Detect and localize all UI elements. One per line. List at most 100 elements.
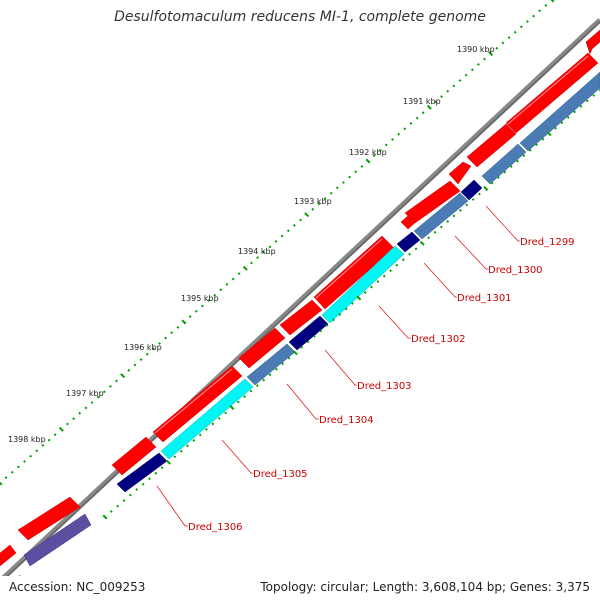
gene-label[interactable]: Dred_1306 [188, 522, 243, 533]
gene-feature[interactable] [460, 179, 483, 201]
tick-mark [579, 104, 583, 108]
tick-mark [4, 476, 8, 480]
tick-mark [133, 363, 137, 367]
tick-mark [317, 202, 321, 206]
gene-feature[interactable] [0, 544, 17, 567]
tick-mark [268, 373, 272, 377]
gene-label[interactable]: Dred_1303 [357, 381, 412, 392]
tick-mark [419, 240, 425, 246]
tick-mark [72, 417, 76, 421]
gene-feature[interactable] [23, 513, 92, 567]
gene-feature[interactable] [288, 315, 329, 351]
gene-feature[interactable] [466, 123, 517, 168]
tick-mark [198, 433, 202, 437]
tick-mark [471, 198, 475, 201]
tick-mark [408, 252, 412, 256]
tick-mark [354, 170, 358, 174]
tick-mark [452, 84, 456, 88]
gene-feature[interactable] [279, 299, 323, 336]
gene-feature[interactable] [396, 231, 421, 253]
tick-mark [488, 51, 494, 57]
tick-mark [427, 236, 431, 240]
tick-mark [47, 438, 51, 442]
tick-mark [115, 379, 118, 383]
tick-mark [41, 443, 45, 447]
tick-mark [194, 309, 198, 313]
genome-backbone [0, 18, 600, 583]
gene-label[interactable]: Dred_1301 [457, 293, 512, 304]
tick-mark [102, 390, 106, 394]
tick-mark [426, 104, 432, 110]
tick-mark [344, 307, 348, 311]
forward-strand-track [0, 29, 600, 567]
gene-feature[interactable] [481, 143, 527, 185]
gene-feature[interactable] [519, 71, 600, 152]
kbp-tick-label: 1395 kbp [181, 294, 219, 303]
tick-mark [549, 0, 555, 3]
tick-mark [312, 334, 316, 338]
tick-mark [439, 225, 443, 229]
kbp-tick-label: 1394 kbp [238, 247, 276, 256]
gene-feature[interactable] [413, 192, 469, 240]
gene-labels: Dred_1299 Dred_1300 Dred_1301 Dred_1302 … [188, 237, 575, 533]
tick-mark [483, 57, 486, 61]
tick-mark [519, 25, 523, 29]
gene-feature[interactable] [321, 245, 405, 324]
gene-label[interactable]: Dred_1304 [319, 415, 374, 426]
tick-mark [516, 159, 519, 163]
tick-mark [526, 20, 529, 23]
tick-mark [446, 89, 450, 93]
tick-mark [370, 285, 373, 289]
tick-mark [200, 304, 204, 308]
tick-mark [329, 191, 333, 195]
gene-feature[interactable] [160, 378, 254, 460]
gene-label[interactable]: Dred_1300 [488, 265, 543, 276]
tick-mark [342, 181, 345, 184]
tick-mark [176, 325, 180, 329]
tick-mark [598, 88, 600, 92]
tick-mark [560, 121, 564, 125]
gene-feature[interactable] [448, 161, 472, 185]
gene-label[interactable]: Dred_1305 [253, 469, 308, 480]
gene-feature[interactable] [152, 365, 243, 443]
tick-mark [397, 132, 401, 136]
tick-mark [319, 329, 323, 333]
tick-mark [280, 234, 284, 238]
tick-mark [29, 454, 33, 458]
gene-feature[interactable] [111, 436, 157, 476]
tick-mark [237, 272, 241, 276]
kbp-tick-label: 1396 kbp [124, 343, 162, 352]
gene-label[interactable]: Dred_1302 [411, 334, 466, 345]
tick-mark [179, 449, 183, 453]
tick-mark [236, 400, 240, 404]
genome-backbone-shadow [0, 21, 600, 584]
tick-mark [170, 331, 174, 335]
tick-mark [292, 223, 296, 227]
tick-mark [365, 158, 371, 164]
tick-mark [53, 433, 57, 437]
tick-mark [458, 79, 462, 82]
gene-feature[interactable] [238, 327, 286, 369]
tick-mark [507, 36, 511, 40]
tick-mark [535, 143, 538, 147]
gene-feature[interactable] [505, 52, 599, 134]
tick-mark [262, 378, 266, 382]
gene-label[interactable]: Dred_1299 [520, 237, 575, 248]
gene-feature[interactable] [17, 496, 81, 541]
tick-mark [311, 207, 315, 211]
tick-mark [78, 411, 82, 415]
tick-mark [229, 405, 235, 410]
tick-mark [490, 181, 494, 185]
tick-mark [292, 350, 298, 356]
kbp-tick-label: 1390 kbp [457, 45, 495, 54]
tick-mark [501, 41, 505, 45]
tick-mark [421, 111, 425, 115]
tick-mark [122, 499, 126, 503]
tick-mark [90, 401, 94, 404]
gene-feature[interactable] [585, 29, 600, 55]
tick-mark [127, 368, 131, 372]
tick-mark [554, 126, 558, 130]
gene-feature[interactable] [400, 214, 417, 230]
tick-mark [164, 336, 168, 340]
